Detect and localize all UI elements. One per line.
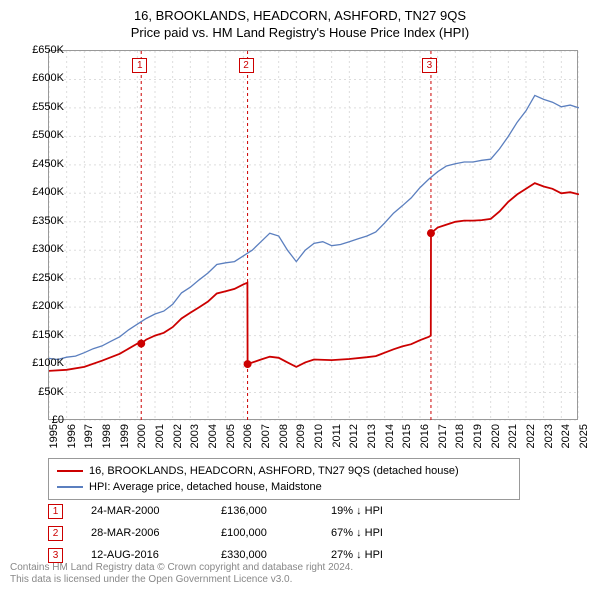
x-tick-label: 2016 — [419, 424, 431, 454]
event-date-3: 12-AUG-2016 — [91, 549, 221, 561]
chart-title-address: 16, BROOKLANDS, HEADCORN, ASHFORD, TN27 … — [0, 8, 600, 23]
x-tick-label: 2006 — [242, 424, 254, 454]
event-marker-box: 3 — [422, 58, 437, 73]
x-tick-label: 2025 — [578, 424, 590, 454]
event-price-1: £136,000 — [221, 505, 331, 517]
event-marker-box: 1 — [132, 58, 147, 73]
x-tick-label: 2018 — [454, 424, 466, 454]
legend-entry-hpi: HPI: Average price, detached house, Maid… — [57, 479, 511, 495]
event-date-2: 28-MAR-2006 — [91, 527, 221, 539]
y-tick-label: £50K — [14, 386, 64, 398]
y-tick-label: £450K — [14, 158, 64, 170]
event-num-3: 3 — [48, 548, 63, 563]
chart-legend: 16, BROOKLANDS, HEADCORN, ASHFORD, TN27 … — [48, 458, 520, 500]
x-tick-label: 2001 — [154, 424, 166, 454]
event-price-3: £330,000 — [221, 549, 331, 561]
x-tick-label: 2003 — [189, 424, 201, 454]
x-tick-label: 2023 — [543, 424, 555, 454]
event-date-1: 24-MAR-2000 — [91, 505, 221, 517]
y-tick-label: £200K — [14, 300, 64, 312]
event-marker-box: 2 — [239, 58, 254, 73]
event-row-1: 1 24-MAR-2000 £136,000 19% ↓ HPI — [48, 500, 431, 522]
chart-title-subtitle: Price paid vs. HM Land Registry's House … — [0, 25, 600, 40]
y-tick-label: £600K — [14, 72, 64, 84]
x-tick-label: 2010 — [313, 424, 325, 454]
x-tick-label: 2007 — [260, 424, 272, 454]
x-tick-label: 2020 — [490, 424, 502, 454]
legend-swatch-property — [57, 470, 83, 472]
event-num-1: 1 — [48, 504, 63, 519]
x-tick-label: 2000 — [136, 424, 148, 454]
footer-line1: Contains HM Land Registry data © Crown c… — [10, 562, 353, 574]
event-price-2: £100,000 — [221, 527, 331, 539]
legend-entry-property: 16, BROOKLANDS, HEADCORN, ASHFORD, TN27 … — [57, 463, 511, 479]
x-tick-label: 2019 — [472, 424, 484, 454]
x-tick-label: 1998 — [101, 424, 113, 454]
x-tick-label: 2013 — [366, 424, 378, 454]
legend-swatch-hpi — [57, 486, 83, 488]
chart-svg — [49, 51, 579, 421]
y-tick-label: £300K — [14, 243, 64, 255]
x-tick-label: 1999 — [119, 424, 131, 454]
x-tick-label: 1997 — [83, 424, 95, 454]
y-tick-label: £550K — [14, 101, 64, 113]
x-tick-label: 2021 — [507, 424, 519, 454]
x-tick-label: 2002 — [172, 424, 184, 454]
x-tick-label: 2014 — [384, 424, 396, 454]
x-tick-label: 2015 — [401, 424, 413, 454]
event-delta-2: 67% ↓ HPI — [331, 527, 431, 539]
event-delta-3: 27% ↓ HPI — [331, 549, 431, 561]
x-tick-label: 2022 — [525, 424, 537, 454]
y-tick-label: £650K — [14, 44, 64, 56]
legend-label-hpi: HPI: Average price, detached house, Maid… — [89, 481, 322, 493]
event-delta-1: 19% ↓ HPI — [331, 505, 431, 517]
event-row-2: 2 28-MAR-2006 £100,000 67% ↓ HPI — [48, 522, 431, 544]
chart-plot-area — [48, 50, 578, 420]
x-tick-label: 1996 — [66, 424, 78, 454]
x-tick-label: 2008 — [278, 424, 290, 454]
x-tick-label: 2024 — [560, 424, 572, 454]
y-tick-label: £350K — [14, 215, 64, 227]
x-tick-label: 2017 — [437, 424, 449, 454]
x-tick-label: 2009 — [295, 424, 307, 454]
y-tick-label: £500K — [14, 129, 64, 141]
y-tick-label: £400K — [14, 186, 64, 198]
x-tick-label: 2011 — [331, 424, 343, 454]
x-tick-label: 2004 — [207, 424, 219, 454]
footer: Contains HM Land Registry data © Crown c… — [10, 562, 353, 586]
chart-title-block: 16, BROOKLANDS, HEADCORN, ASHFORD, TN27 … — [0, 0, 600, 40]
y-tick-label: £100K — [14, 357, 64, 369]
x-tick-label: 2012 — [348, 424, 360, 454]
y-tick-label: £150K — [14, 329, 64, 341]
x-tick-label: 1995 — [48, 424, 60, 454]
footer-line2: This data is licensed under the Open Gov… — [10, 574, 353, 586]
legend-label-property: 16, BROOKLANDS, HEADCORN, ASHFORD, TN27 … — [89, 465, 459, 477]
event-num-2: 2 — [48, 526, 63, 541]
x-tick-label: 2005 — [225, 424, 237, 454]
events-table: 1 24-MAR-2000 £136,000 19% ↓ HPI 2 28-MA… — [48, 500, 431, 566]
y-tick-label: £250K — [14, 272, 64, 284]
